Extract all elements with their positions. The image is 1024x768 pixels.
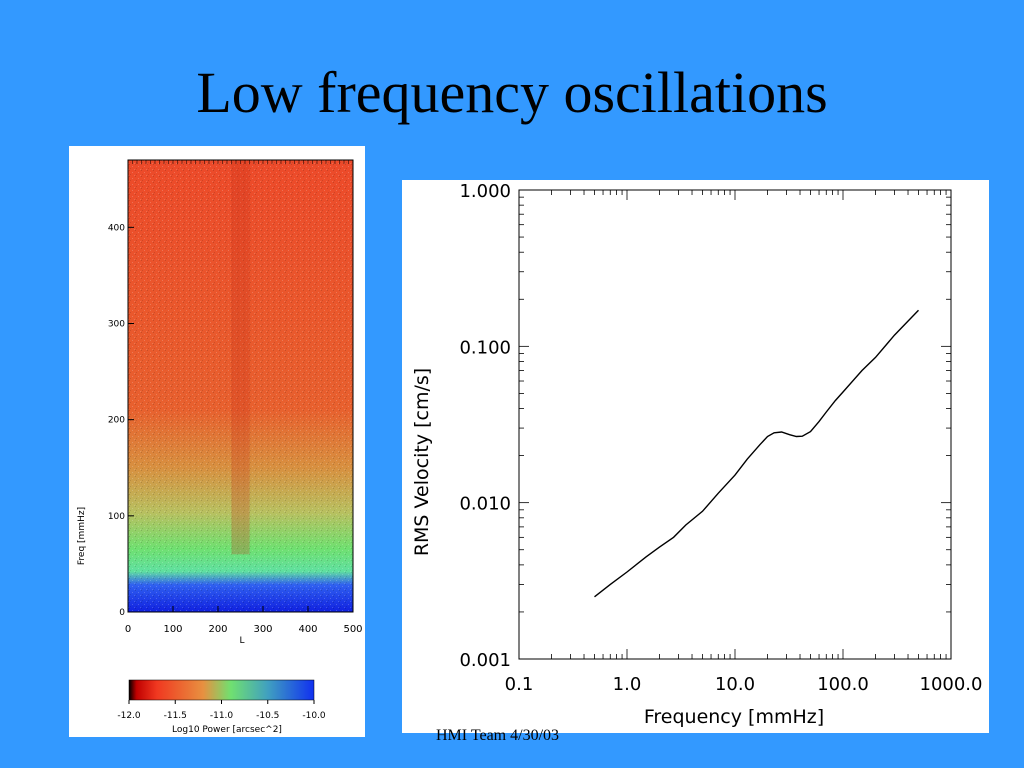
colorbar-tick-label: -12.0 [117, 711, 141, 721]
heatmap-y-tick-label: 300 [108, 319, 125, 329]
heatmap-chart: 0 100 200 300 400 500 0 100 200 300 400 Freq [mmHz… [77, 159, 363, 735]
heatmap-center-band [231, 160, 250, 555]
heatmap-plot-area [128, 160, 353, 612]
rms-velocity-series-line [594, 309, 920, 598]
colorbar-gradient [128, 679, 315, 701]
heatmap-panel: 0 100 200 300 400 500 0 100 200 300 400 Freq [mmHz… [69, 146, 365, 737]
slide-title: Low frequency oscillations [196, 60, 828, 125]
line-chart-y-tick-label: 0.001 [459, 650, 511, 671]
heatmap-texture [128, 160, 353, 612]
colorbar-label: Log10 Power [arcsec^2] [172, 725, 282, 735]
heatmap-x-tick-label: 500 [343, 624, 362, 635]
line-chart: 0.1 1.0 10.0 100.0 1000.0 0.001 0.010 0.100 1.00… [411, 181, 982, 728]
line-chart-x-tick-label: 100.0 [817, 674, 869, 695]
heatmap-y-tick-label: 200 [108, 416, 125, 426]
colorbar-tick-label: -11.5 [164, 711, 187, 721]
line-chart-axes: 0.1 1.0 10.0 100.0 1000.0 0.001 0.010 0.100 1.00… [459, 181, 982, 695]
heatmap-x-tick-label: 200 [208, 624, 227, 635]
heatmap-y-tick-label: 400 [108, 223, 125, 233]
line-chart-x-tick-label: 1000.0 [920, 674, 983, 695]
colorbar: -12.0 -11.5 -11.0 -10.5 -10.0 [117, 679, 326, 721]
heatmap-ylabel: Freq [mmHz] [77, 507, 87, 565]
heatmap-x-tick-label: 400 [298, 624, 317, 635]
line-chart-x-tick-label: 0.1 [505, 674, 534, 695]
line-chart-y-tick-label: 0.010 [459, 494, 511, 515]
colorbar-tick-label: -10.5 [256, 711, 279, 721]
line-chart-panel: 0.1 1.0 10.0 100.0 1000.0 0.001 0.010 0.100 1.00… [402, 180, 989, 733]
line-chart-xlabel: Frequency [mmHz] [644, 706, 824, 728]
heatmap-x-tick-label: 100 [163, 624, 182, 635]
line-chart-x-tick-label: 1.0 [613, 674, 642, 695]
line-chart-ylabel: RMS Velocity [cm/s] [411, 368, 433, 556]
heatmap-xlabel: L [239, 636, 244, 646]
heatmap-y-tick-label: 0 [119, 608, 125, 618]
heatmap-x-tick-label: 0 [125, 624, 131, 635]
colorbar-tick-label: -10.0 [302, 711, 326, 721]
colorbar-tick-label: -11.0 [210, 711, 234, 721]
heatmap-y-tick-label: 100 [108, 512, 125, 522]
line-chart-y-tick-label: 1.000 [459, 181, 511, 202]
footer-text: HMI Team 4/30/03 [436, 727, 560, 744]
heatmap-x-tick-label: 300 [253, 624, 272, 635]
line-chart-x-tick-label: 10.0 [715, 674, 755, 695]
line-chart-y-tick-label: 0.100 [459, 337, 511, 358]
line-chart-frame [518, 189, 952, 660]
heatmap-axes: 0 100 200 300 400 500 0 100 200 300 400 [108, 159, 363, 635]
